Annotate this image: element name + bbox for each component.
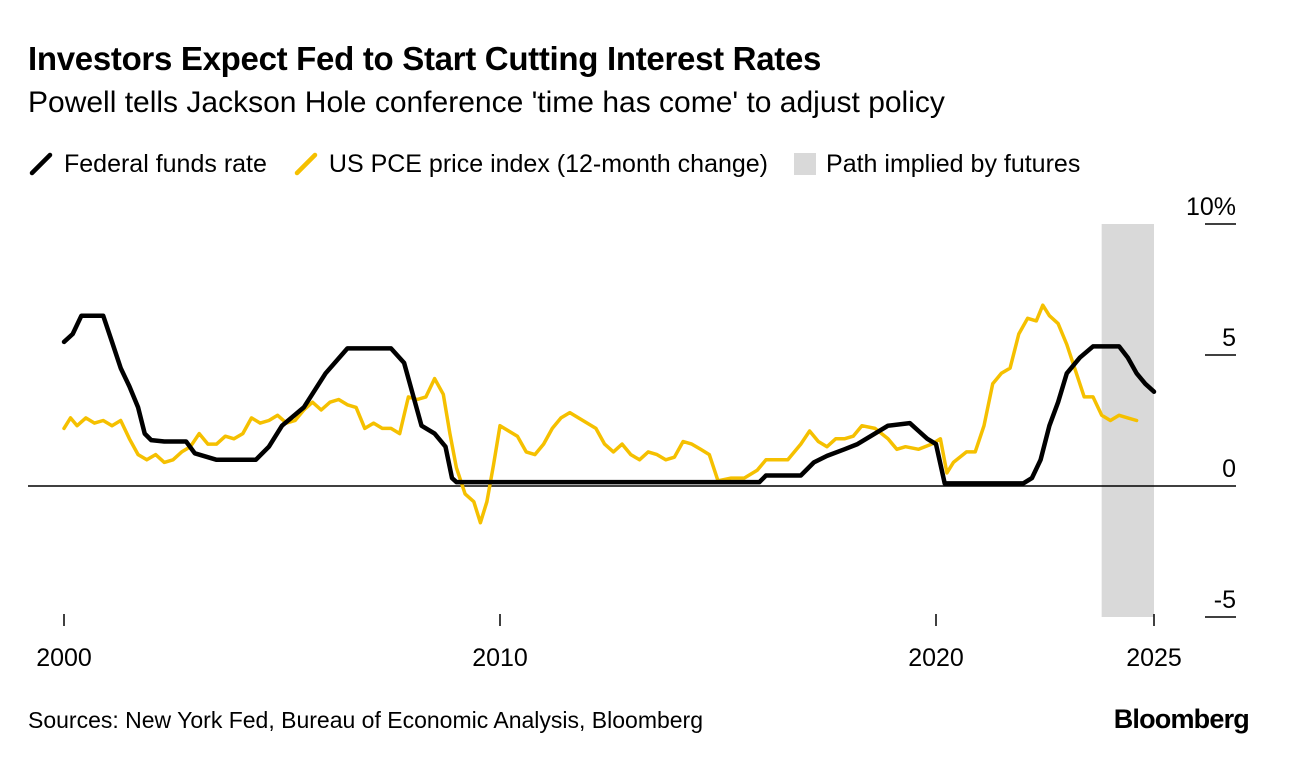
legend-swatch-gray: [794, 153, 817, 175]
x-tick-label: 2025: [1126, 644, 1182, 672]
legend-label-futures-path: Path implied by futures: [826, 149, 1081, 178]
x-tick-label: 2000: [36, 644, 92, 672]
legend-line-icon-yellow: [294, 152, 318, 176]
bloomberg-logo: Bloomberg: [1113, 704, 1250, 734]
legend: Federal funds rate US PCE price index (1…: [28, 146, 1106, 182]
chart-subtitle: Powell tells Jackson Hole conference 'ti…: [28, 86, 945, 119]
y-tick-label: 0: [1222, 455, 1236, 483]
y-tick-label: 5: [1222, 324, 1236, 352]
series-line-pce-inflation: [62, 303, 1139, 525]
legend-label-pce: US PCE price index (12-month change): [328, 149, 769, 178]
x-tick-label: 2020: [908, 644, 964, 672]
legend-label-fed-funds: Federal funds rate: [64, 149, 267, 178]
legend-item-pce: US PCE price index (12-month change): [293, 150, 768, 179]
legend-item-fed-funds: Federal funds rate: [28, 150, 267, 179]
source-note: Sources: New York Fed, Bureau of Economi…: [28, 707, 704, 733]
x-tick-label: 2010: [472, 644, 528, 672]
y-tick-label: 10%: [1186, 193, 1236, 221]
legend-item-futures-path: Path implied by futures: [794, 150, 1080, 179]
series-line-fed-funds-rate: [61, 313, 1157, 486]
chart-title: Investors Expect Fed to Start Cutting In…: [28, 40, 822, 77]
y-tick-label: -5: [1214, 586, 1236, 614]
legend-line-icon-black: [29, 152, 53, 176]
